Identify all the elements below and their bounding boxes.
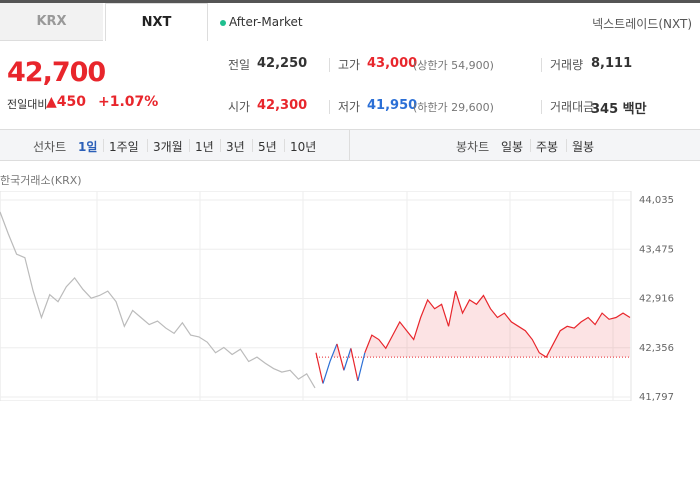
- area: [316, 291, 630, 358]
- y-tick-label: 42,356: [639, 343, 674, 354]
- separator: [530, 139, 531, 152]
- separator: [349, 130, 350, 160]
- y-tick-label: 43,475: [639, 244, 674, 255]
- period-button[interactable]: 3년: [226, 140, 245, 154]
- info-label: 전일: [228, 58, 251, 72]
- line: [0, 211, 316, 389]
- y-tick-label: 41,797: [639, 392, 674, 401]
- period-button[interactable]: 10년: [290, 140, 317, 154]
- candle-button[interactable]: 주봉: [536, 140, 559, 154]
- separator: [189, 139, 190, 152]
- separator: [541, 100, 542, 114]
- separator: [329, 100, 330, 114]
- separator: [329, 58, 330, 72]
- info-value: 43,000: [367, 56, 418, 71]
- change: ▲450: [46, 94, 86, 110]
- status: After-Market: [229, 15, 303, 29]
- separator: [284, 139, 285, 152]
- info-note: (상한가 54,900): [413, 59, 494, 72]
- info-label: 거래량: [550, 58, 584, 72]
- y-tick-label: 44,035: [639, 195, 674, 206]
- line: [364, 290, 631, 358]
- plot-area: [0, 191, 632, 401]
- separator: [220, 139, 221, 152]
- change-label: 전일대비: [7, 98, 48, 111]
- chart-type-label: 선차트: [33, 140, 67, 154]
- line: [322, 343, 338, 384]
- tab[interactable]: NXT: [105, 3, 208, 41]
- line: [350, 348, 359, 382]
- info-value: 41,950: [367, 98, 418, 113]
- line: [336, 343, 345, 371]
- period-button[interactable]: 3개월: [153, 140, 183, 154]
- candle-button[interactable]: 월봉: [572, 140, 595, 154]
- chart-source: 한국거래소(KRX): [0, 174, 82, 187]
- status-dot: [220, 20, 226, 26]
- tab[interactable]: KRX: [0, 3, 103, 41]
- info-label: 저가: [338, 100, 361, 114]
- price: 42,700: [7, 57, 106, 88]
- separator: [566, 139, 567, 152]
- y-tick-label: 42,916: [639, 294, 674, 305]
- info-value: 42,300: [257, 98, 308, 113]
- info-label: 거래대금: [550, 100, 595, 114]
- info-label: 시가: [228, 100, 251, 114]
- info-note: (하한가 29,600): [413, 101, 494, 114]
- line: [343, 348, 352, 371]
- chart: 44,035 43,475 42,916 42,356 41,797: [0, 191, 674, 401]
- separator: [147, 139, 148, 152]
- separator: [103, 139, 104, 152]
- info-label: 고가: [338, 58, 361, 72]
- separator: [541, 58, 542, 72]
- info-value: 42,250: [257, 56, 308, 71]
- period-button[interactable]: 5년: [258, 140, 277, 154]
- period-bar: 선차트 1일 1주일 3개월 1년 3년 5년 10년 봉차트 일봉 주봉 월봉: [0, 129, 700, 161]
- separator: [252, 139, 253, 152]
- info-value: 8,111: [591, 56, 633, 71]
- period-button[interactable]: 1주일: [109, 140, 139, 154]
- period-button[interactable]: 1일: [78, 140, 98, 154]
- change-pct: +1.07%: [98, 94, 159, 110]
- line: [315, 352, 324, 384]
- candle-button[interactable]: 일봉: [501, 140, 524, 154]
- info-value: 345 백만: [591, 102, 647, 117]
- line: [357, 352, 366, 382]
- period-button[interactable]: 1년: [195, 140, 214, 154]
- exchange: 넥스트레이드(NXT): [592, 17, 692, 31]
- candle-label: 봉차트: [456, 140, 490, 154]
